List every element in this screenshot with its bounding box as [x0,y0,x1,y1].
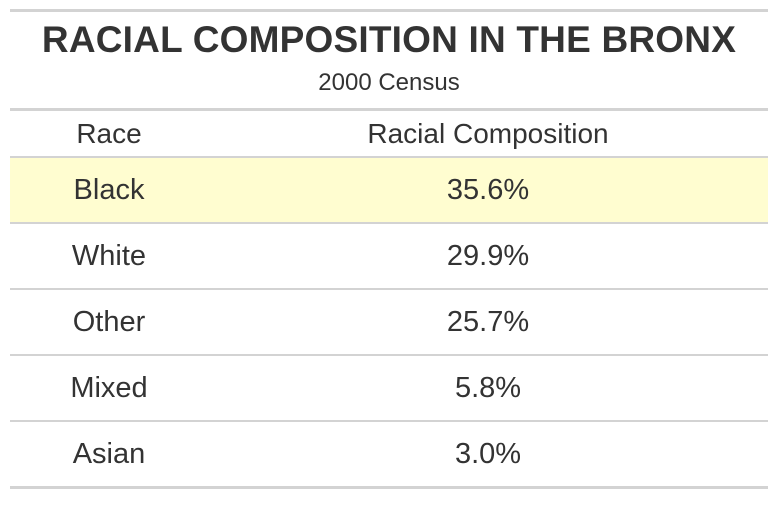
share-cell: 29.9% [208,223,768,290]
header-row: Race Racial Composition [10,111,768,158]
race-cell: Other [10,289,208,356]
table-title: RACIAL COMPOSITION IN THE BRONX [41,19,737,60]
table-subtitle: 2000 Census [318,69,460,96]
race-cell: Asian [10,421,208,489]
share-cell: 25.7% [208,289,768,356]
share-cell: 35.6% [208,157,768,224]
table-row: Mixed 5.8% [10,355,768,422]
column-header-racial-composition: Racial Composition [208,111,768,158]
table-row: Black 35.6% [10,157,768,224]
share-cell: 5.8% [208,355,768,422]
top-rule [10,9,768,12]
race-cell: White [10,223,208,290]
race-cell: Mixed [10,355,208,422]
header-rule [10,108,768,111]
column-header-race: Race [10,111,208,158]
table-row: White 29.9% [10,223,768,290]
composition-table: Race Racial Composition Black 35.6% Whit… [10,111,768,489]
data-table: RACIAL COMPOSITION IN THE BRONX 2000 Cen… [10,9,768,489]
table-row: Other 25.7% [10,289,768,356]
race-cell: Black [10,157,208,224]
share-cell: 3.0% [208,421,768,489]
table-row: Asian 3.0% [10,421,768,489]
